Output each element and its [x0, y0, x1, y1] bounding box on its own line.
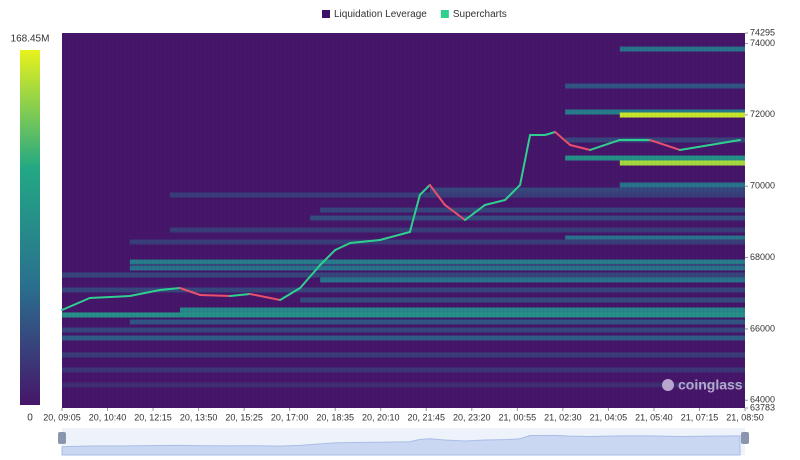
x-tick-label: 20, 15:25 [225, 412, 263, 422]
x-tick-label: 20, 21:45 [407, 412, 445, 422]
navigator-handle[interactable] [58, 432, 66, 444]
x-tick-label: 21, 08:50 [726, 412, 764, 422]
price-segment [554, 130, 572, 146]
x-tick-label: 21, 02:30 [544, 412, 582, 422]
price-segment [569, 143, 592, 151]
price-segment [198, 293, 232, 297]
y-tick-label: 74295 [750, 27, 775, 37]
price-segment [463, 203, 487, 222]
x-tick-label: 20, 12:15 [134, 412, 172, 422]
price-segment [334, 241, 352, 252]
y-tick-label: 68000 [750, 252, 775, 262]
price-segment [61, 296, 91, 312]
y-tick-label: 63783 [750, 402, 775, 412]
x-tick-label: 21, 00:55 [499, 412, 537, 422]
price-segment [158, 286, 181, 292]
y-tick-label: 72000 [750, 109, 775, 119]
price-segment [178, 286, 201, 296]
price-segment [229, 292, 252, 297]
navigator-area [61, 434, 741, 456]
cell-texture [62, 33, 745, 408]
price-segment [648, 138, 681, 151]
price-segment [128, 289, 161, 297]
price-segment [443, 203, 466, 222]
x-tick-label: 21, 05:40 [635, 412, 673, 422]
price-segment [678, 143, 711, 151]
y-tick-label: 74000 [750, 38, 775, 48]
price-segment [589, 138, 621, 151]
price-segment [279, 286, 302, 301]
colorbar-label: 0 [27, 413, 33, 424]
legend-label: Supercharts [453, 9, 507, 20]
x-tick-label: 20, 10:40 [89, 412, 127, 422]
legend-swatch [440, 10, 449, 18]
price-segment [88, 294, 131, 299]
y-tick-label: 64000 [750, 395, 775, 405]
price-segment [484, 198, 507, 206]
legend-swatch [322, 10, 330, 18]
y-tick-label: 66000 [750, 323, 775, 333]
price-segment [378, 230, 411, 241]
colorbar-label: 168.45M [11, 34, 50, 45]
price-segment [299, 263, 322, 289]
x-tick-label: 20, 18:35 [316, 412, 354, 422]
price-segment [249, 292, 282, 301]
price-segment [408, 193, 421, 233]
price-segment [418, 183, 431, 196]
price-segment [708, 138, 741, 146]
x-tick-label: 20, 23:20 [453, 412, 491, 422]
x-tick-label: 21, 04:05 [590, 412, 628, 422]
colorbar [20, 50, 40, 405]
price-segment [519, 133, 532, 186]
legend-label: Liquidation Leverage [334, 9, 427, 20]
price-segment [349, 238, 381, 244]
price-segment [428, 183, 446, 206]
watermark-logo [662, 379, 674, 391]
navigator-handle[interactable] [741, 432, 749, 444]
x-tick-label: 20, 09:05 [43, 412, 81, 422]
price-segment [504, 183, 522, 201]
x-tick-label: 20, 13:50 [180, 412, 218, 422]
watermark: coinglass [678, 377, 743, 393]
y-tick-label: 70000 [750, 181, 775, 191]
price-segment [544, 130, 557, 136]
x-tick-label: 20, 17:00 [271, 412, 309, 422]
x-tick-label: 20, 20:10 [362, 412, 400, 422]
x-tick-label: 21, 07:15 [681, 412, 719, 422]
price-segment [319, 249, 337, 266]
